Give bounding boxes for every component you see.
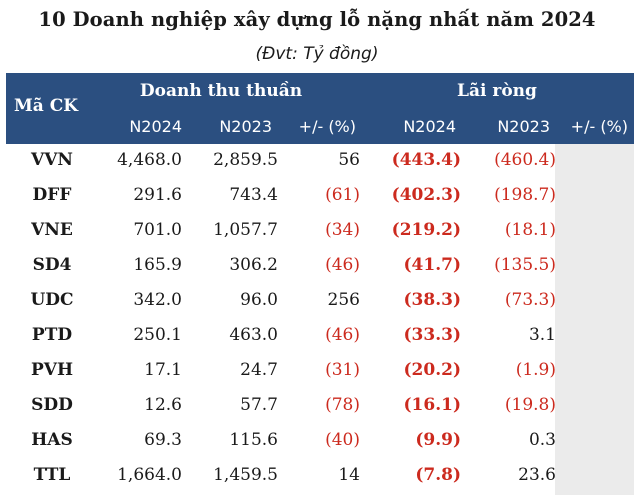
table-row: TTL 1,664.0 1,459.5 14 (7.8) 23.6	[6, 459, 561, 494]
table-row: PTD 250.1 463.0 (46) (33.3) 3.1	[6, 319, 561, 354]
revenue-change-cell: (46)	[325, 255, 360, 275]
header-rev-change: +/- (%)	[298, 117, 356, 136]
revenue-change-cell: (34)	[325, 220, 360, 240]
net-profit-2023-cell: 23.6	[518, 465, 556, 485]
table-row: HAS 69.3 115.6 (40) (9.9) 0.3	[6, 424, 561, 459]
header-group-profit: Lãi ròng	[457, 81, 537, 101]
revenue-change-cell: 56	[338, 150, 360, 170]
revenue-2024-cell: 12.6	[144, 395, 182, 415]
revenue-2024-cell: 4,468.0	[117, 150, 182, 170]
revenue-change-cell: 256	[327, 290, 360, 310]
table-row: PVH 17.1 24.7 (31) (20.2) (1.9)	[6, 354, 561, 389]
revenue-2023-cell: 2,859.5	[213, 150, 278, 170]
table-body: VVN 4,468.0 2,859.5 56 (443.4) (460.4) DFF 291.…	[6, 144, 634, 495]
revenue-change-cell: (78)	[325, 395, 360, 415]
net-profit-2024-cell: (33.3)	[403, 325, 462, 345]
revenue-change-cell: (40)	[325, 430, 360, 450]
ticker-cell: DFF	[32, 185, 72, 205]
revenue-2024-cell: 291.6	[133, 185, 182, 205]
header-group-revenue: Doanh thu thuần	[139, 81, 303, 101]
net-profit-2023-cell: 0.3	[528, 430, 556, 450]
net-profit-2023-cell: (18.1)	[504, 220, 556, 240]
net-profit-2024-cell: (38.3)	[403, 290, 462, 310]
net-profit-2023-cell: (198.7)	[494, 185, 556, 205]
revenue-2024-cell: 17.1	[144, 360, 182, 380]
ticker-cell: SDD	[31, 395, 73, 415]
table-header: Mã CK Doanh thu thuần Lãi ròng N2024 N20…	[6, 73, 634, 144]
net-profit-2023-cell: (1.9)	[515, 360, 556, 380]
revenue-change-cell: 14	[338, 465, 360, 485]
np-change-column	[555, 144, 634, 495]
table-row: SD4 165.9 306.2 (46) (41.7) (135.5)	[6, 249, 561, 284]
net-profit-2023-cell: (19.8)	[504, 395, 556, 415]
page-title: 10 Doanh nghiệp xây dựng lỗ nặng nhất nă…	[38, 8, 596, 31]
header-rev-2024: N2024	[129, 117, 182, 136]
header-np-2023: N2023	[497, 117, 550, 136]
header-code: Mã CK	[13, 96, 79, 116]
revenue-2024-cell: 165.9	[133, 255, 182, 275]
ticker-cell: VVN	[31, 150, 73, 170]
revenue-2024-cell: 69.3	[144, 430, 182, 450]
net-profit-2023-cell: (135.5)	[494, 255, 556, 275]
ticker-cell: SD4	[32, 255, 72, 275]
table-row: DFF 291.6 743.4 (61) (402.3) (198.7)	[6, 179, 561, 214]
revenue-2023-cell: 115.6	[229, 430, 278, 450]
table-row: UDC 342.0 96.0 256 (38.3) (73.3)	[6, 284, 561, 319]
net-profit-2023-cell: (460.4)	[494, 150, 556, 170]
header-rev-2023: N2023	[219, 117, 272, 136]
net-profit-2024-cell: (9.9)	[415, 430, 461, 450]
revenue-2024-cell: 701.0	[133, 220, 182, 240]
ticker-cell: PVH	[30, 360, 74, 380]
table-row: SDD 12.6 57.7 (78) (16.1) (19.8)	[6, 389, 561, 424]
revenue-2023-cell: 306.2	[229, 255, 278, 275]
table-row: VNE 701.0 1,057.7 (34) (219.2) (18.1)	[6, 214, 561, 249]
net-profit-2023-cell: 3.1	[528, 325, 556, 345]
ticker-cell: HAS	[31, 430, 73, 450]
revenue-2024-cell: 342.0	[133, 290, 182, 310]
revenue-change-cell: (31)	[325, 360, 360, 380]
revenue-2024-cell: 1,664.0	[117, 465, 182, 485]
net-profit-2024-cell: (20.2)	[403, 360, 462, 380]
revenue-2023-cell: 463.0	[229, 325, 278, 345]
ticker-cell: UDC	[30, 290, 74, 310]
revenue-2023-cell: 1,057.7	[213, 220, 278, 240]
revenue-change-cell: (46)	[325, 325, 360, 345]
ticker-cell: VNE	[31, 220, 73, 240]
revenue-2023-cell: 96.0	[240, 290, 278, 310]
header-np-change: +/- (%)	[570, 117, 628, 136]
header-np-2024: N2024	[403, 117, 456, 136]
net-profit-2024-cell: (16.1)	[403, 395, 462, 415]
revenue-2023-cell: 57.7	[240, 395, 278, 415]
table-row: VVN 4,468.0 2,859.5 56 (443.4) (460.4)	[6, 144, 561, 179]
revenue-2023-cell: 743.4	[229, 185, 278, 205]
net-profit-2024-cell: (7.8)	[415, 465, 461, 485]
net-profit-2024-cell: (402.3)	[391, 185, 461, 205]
net-profit-2023-cell: (73.3)	[504, 290, 556, 310]
revenue-2023-cell: 24.7	[240, 360, 278, 380]
unit-subtitle: (Đvt: Tỷ đồng)	[255, 44, 379, 64]
ticker-cell: TTL	[33, 465, 71, 485]
revenue-2023-cell: 1,459.5	[213, 465, 278, 485]
net-profit-2024-cell: (443.4)	[391, 150, 461, 170]
ticker-cell: PTD	[31, 325, 73, 345]
net-profit-2024-cell: (219.2)	[391, 220, 461, 240]
revenue-change-cell: (61)	[325, 185, 360, 205]
net-profit-2024-cell: (41.7)	[403, 255, 462, 275]
revenue-2024-cell: 250.1	[133, 325, 182, 345]
